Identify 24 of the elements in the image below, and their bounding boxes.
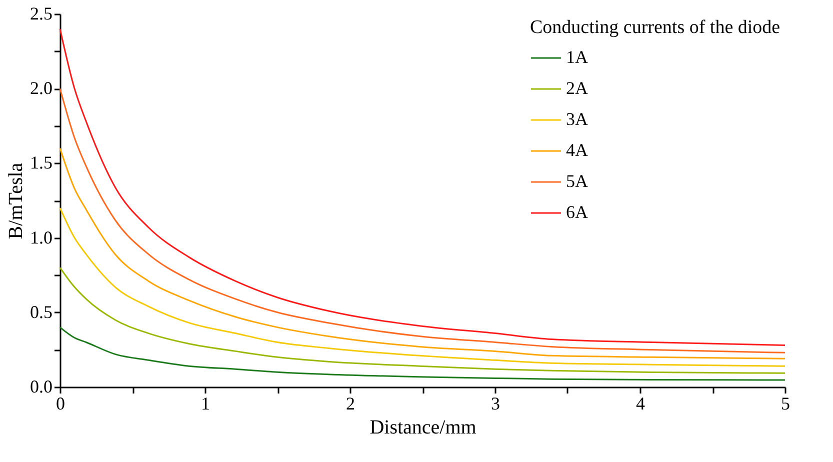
legend-label: 5A — [566, 171, 588, 191]
y-tick-label: 2.0 — [30, 78, 52, 98]
y-tick-label: 0.0 — [30, 376, 52, 396]
line-series — [59, 266, 786, 374]
y-tick-label: 0.5 — [30, 302, 52, 322]
legend-label: 3A — [566, 109, 588, 129]
x-tick-label: 4 — [636, 394, 645, 414]
x-tick-label: 1 — [201, 394, 210, 414]
line-series — [59, 207, 786, 367]
x-axis-title: Distance/mm — [370, 416, 477, 438]
y-axis-title: B/mTesla — [5, 162, 27, 240]
legend-label: 1A — [566, 47, 588, 67]
line-series — [59, 326, 786, 381]
legend-title: Conducting currents of the diode — [530, 17, 780, 38]
legend-label: 2A — [566, 78, 588, 98]
legend-label: 6A — [566, 202, 588, 222]
y-tick-label: 1.0 — [30, 227, 52, 248]
x-tick-label: 5 — [781, 394, 790, 414]
y-tick-label: 1.5 — [30, 152, 52, 173]
x-tick-label: 3 — [491, 394, 500, 414]
legend-label: 4A — [566, 140, 588, 160]
x-tick-label: 2 — [346, 394, 355, 414]
x-tick-label: 0 — [56, 394, 65, 414]
y-tick-label: 2.5 — [30, 4, 52, 24]
